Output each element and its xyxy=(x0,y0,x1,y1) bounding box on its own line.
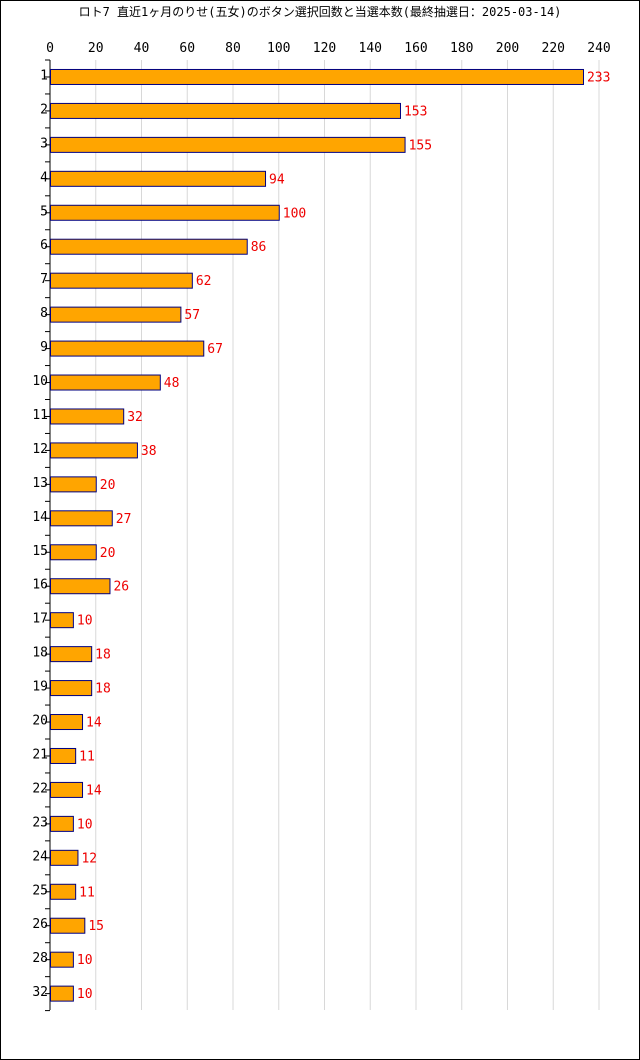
value-label: 11 xyxy=(79,885,95,900)
category-label: 1 xyxy=(40,68,48,83)
bar xyxy=(50,442,138,459)
value-label: 10 xyxy=(77,987,93,1002)
bar xyxy=(50,68,584,85)
bar xyxy=(50,951,74,968)
bar xyxy=(50,917,86,934)
value-label: 10 xyxy=(77,614,93,629)
bar xyxy=(50,781,84,798)
bar xyxy=(50,374,161,391)
category-label: 6 xyxy=(40,238,48,253)
bar xyxy=(50,578,111,595)
bar xyxy=(50,544,97,561)
x-tick-label: 100 xyxy=(267,41,290,56)
bar xyxy=(50,680,93,697)
category-label: 15 xyxy=(32,544,48,559)
value-label: 155 xyxy=(409,138,432,153)
bar xyxy=(50,204,280,221)
value-label: 153 xyxy=(404,104,427,119)
value-label: 26 xyxy=(113,580,129,595)
value-label: 18 xyxy=(95,648,111,663)
value-label: 57 xyxy=(184,308,200,323)
category-label: 23 xyxy=(32,815,48,830)
category-label: 2 xyxy=(40,102,48,117)
bar xyxy=(50,815,74,832)
bar xyxy=(50,272,193,289)
category-label: 8 xyxy=(40,306,48,321)
category-label: 16 xyxy=(32,578,48,593)
bar xyxy=(50,340,205,357)
bar xyxy=(50,883,77,900)
bar xyxy=(50,136,406,153)
category-label: 13 xyxy=(32,476,48,491)
bar xyxy=(50,170,267,187)
value-label: 14 xyxy=(86,783,102,798)
category-label: 18 xyxy=(32,646,48,661)
bar xyxy=(50,102,401,119)
category-label: 24 xyxy=(32,849,48,864)
value-label: 27 xyxy=(116,512,132,527)
category-label: 28 xyxy=(32,951,48,966)
value-label: 62 xyxy=(196,274,212,289)
value-label: 86 xyxy=(251,240,267,255)
x-tick-label: 220 xyxy=(542,41,565,56)
x-tick-label: 200 xyxy=(496,41,519,56)
x-tick-label: 0 xyxy=(46,41,54,56)
x-tick-label: 80 xyxy=(225,41,241,56)
value-label: 32 xyxy=(127,410,143,425)
bar xyxy=(50,747,77,764)
value-label: 12 xyxy=(81,851,97,866)
value-label: 48 xyxy=(164,376,180,391)
category-label: 9 xyxy=(40,340,48,355)
x-tick-label: 120 xyxy=(313,41,336,56)
bar xyxy=(50,985,74,1002)
category-label: 19 xyxy=(32,680,48,695)
category-label: 26 xyxy=(32,917,48,932)
value-label: 18 xyxy=(95,682,111,697)
x-tick-label: 40 xyxy=(134,41,150,56)
value-label: 20 xyxy=(100,478,116,493)
x-tick-label: 60 xyxy=(179,41,195,56)
category-label: 7 xyxy=(40,272,48,287)
category-label: 5 xyxy=(40,204,48,219)
category-label: 4 xyxy=(40,170,48,185)
value-label: 100 xyxy=(283,206,306,221)
bar xyxy=(50,849,79,866)
value-label: 94 xyxy=(269,172,285,187)
bar xyxy=(50,306,182,323)
category-label: 21 xyxy=(32,747,48,762)
value-label: 14 xyxy=(86,716,102,731)
category-label: 17 xyxy=(32,612,48,627)
bar xyxy=(50,646,93,663)
category-label: 12 xyxy=(32,442,48,457)
bar xyxy=(50,476,97,493)
value-label: 20 xyxy=(100,546,116,561)
x-tick-label: 20 xyxy=(88,41,104,56)
bar xyxy=(50,408,125,425)
category-label: 11 xyxy=(32,408,48,423)
category-label: 25 xyxy=(32,883,48,898)
x-tick-label: 160 xyxy=(404,41,427,56)
bar xyxy=(50,714,84,731)
value-label: 10 xyxy=(77,953,93,968)
value-label: 233 xyxy=(587,70,610,85)
value-label: 15 xyxy=(88,919,104,934)
value-label: 38 xyxy=(141,444,157,459)
x-tick-label: 140 xyxy=(359,41,382,56)
category-label: 3 xyxy=(40,136,48,151)
category-label: 10 xyxy=(32,374,48,389)
bar xyxy=(50,612,74,629)
bar xyxy=(50,238,248,255)
category-label: 14 xyxy=(32,510,48,525)
value-label: 10 xyxy=(77,817,93,832)
x-tick-label: 240 xyxy=(587,41,610,56)
category-label: 20 xyxy=(32,714,48,729)
value-label: 67 xyxy=(207,342,223,357)
category-label: 22 xyxy=(32,781,48,796)
category-label: 32 xyxy=(32,985,48,1000)
value-label: 11 xyxy=(79,749,95,764)
bar xyxy=(50,510,113,527)
x-tick-label: 180 xyxy=(450,41,473,56)
chart-title: ロト7 直近1ヶ月のりせ(五女)のボタン選択回数と当選本数(最終抽選日：2025… xyxy=(78,5,562,19)
